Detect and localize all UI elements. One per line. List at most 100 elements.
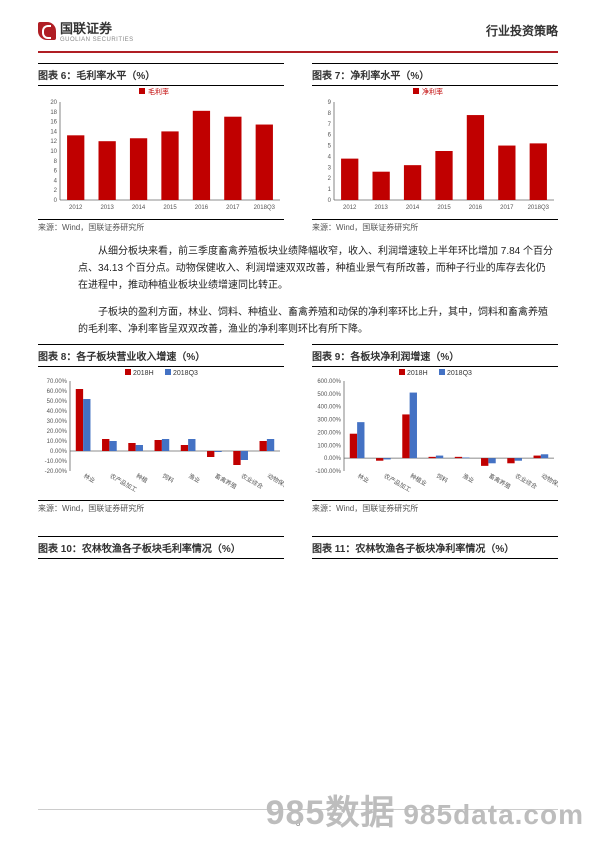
company-logo: 国联证券 GUOLIAN SECURITIES xyxy=(38,18,134,43)
svg-text:2013: 2013 xyxy=(374,205,388,211)
svg-text:500.00%: 500.00% xyxy=(317,392,341,398)
svg-text:20.00%: 20.00% xyxy=(47,429,68,435)
svg-text:1: 1 xyxy=(328,187,332,193)
company-name: 国联证券 xyxy=(60,18,134,37)
chart-7-title: 图表 7：净利率水平（%） xyxy=(312,63,558,86)
svg-text:20: 20 xyxy=(50,100,57,106)
watermark-text-2: 985data.com xyxy=(403,799,584,831)
svg-text:7: 7 xyxy=(328,122,332,128)
svg-text:2018Q3: 2018Q3 xyxy=(173,370,198,377)
svg-text:2018H: 2018H xyxy=(133,370,154,377)
watermark: 985数据 985data.com xyxy=(266,785,584,834)
svg-text:4: 4 xyxy=(328,154,332,160)
svg-text:2016: 2016 xyxy=(195,205,209,211)
svg-text:30.00%: 30.00% xyxy=(47,419,68,425)
svg-text:2013: 2013 xyxy=(100,205,114,211)
svg-text:动物保健: 动物保健 xyxy=(540,472,558,491)
svg-text:农产品加工: 农产品加工 xyxy=(108,472,138,494)
svg-text:10: 10 xyxy=(50,149,57,155)
svg-text:2014: 2014 xyxy=(406,205,420,211)
svg-text:0.00%: 0.00% xyxy=(324,456,342,462)
chart-10-panel: 图表 10：农林牧渔各子板块毛利率情况（%） xyxy=(38,536,284,559)
svg-text:饲料: 饲料 xyxy=(161,472,175,485)
svg-text:4: 4 xyxy=(54,178,58,184)
svg-text:12: 12 xyxy=(50,139,57,145)
svg-text:40.00%: 40.00% xyxy=(47,409,68,415)
svg-text:2014: 2014 xyxy=(132,205,146,211)
svg-text:16: 16 xyxy=(50,120,57,126)
chart-6-title: 图表 6：毛利率水平（%） xyxy=(38,63,284,86)
svg-text:9: 9 xyxy=(328,100,332,106)
svg-text:林业: 林业 xyxy=(82,472,96,485)
svg-text:0: 0 xyxy=(328,198,332,204)
svg-text:毛利率: 毛利率 xyxy=(148,87,169,96)
chart-9-panel: 图表 9：各板块净利润增速（%） 2018H2018Q3-100.00%0.00… xyxy=(312,344,558,514)
svg-text:200.00%: 200.00% xyxy=(317,430,341,436)
svg-text:农业综合: 农业综合 xyxy=(240,472,265,491)
svg-text:饲料: 饲料 xyxy=(435,472,449,485)
svg-text:2015: 2015 xyxy=(437,205,451,211)
svg-text:6: 6 xyxy=(54,169,58,175)
svg-text:2018Q3: 2018Q3 xyxy=(528,205,550,211)
svg-text:2017: 2017 xyxy=(500,205,514,211)
body-para-1: 从细分板块来看，前三季度畜禽养殖板块业绩降幅收窄，收入、利润增速较上半年环比增加… xyxy=(78,243,558,294)
svg-text:2017: 2017 xyxy=(226,205,240,211)
chart-7-source: 来源：Wind，国联证券研究所 xyxy=(312,219,558,233)
chart-6-panel: 图表 6：毛利率水平（%） 毛利率02468101214161820201220… xyxy=(38,63,284,233)
svg-text:100.00%: 100.00% xyxy=(317,443,341,449)
chart-11-panel: 图表 11：农林牧渔各子板块净利率情况（%） xyxy=(312,536,558,559)
svg-text:-100.00%: -100.00% xyxy=(315,469,341,475)
chart-8: 2018H 2018Q3 -20.00% -10.00% 0.00% 10.00% 20.0… xyxy=(38,367,284,497)
svg-text:3: 3 xyxy=(328,165,332,171)
svg-text:6: 6 xyxy=(328,133,332,139)
svg-text:2018Q3: 2018Q3 xyxy=(254,205,276,211)
chart-9-source: 来源：Wind，国联证券研究所 xyxy=(312,500,558,514)
page-header: 国联证券 GUOLIAN SECURITIES 行业投资策略 xyxy=(0,0,596,49)
svg-text:渔业: 渔业 xyxy=(461,472,475,485)
chart-6-source: 来源：Wind，国联证券研究所 xyxy=(38,219,284,233)
svg-text:70.00%: 70.00% xyxy=(47,379,68,385)
svg-text:18: 18 xyxy=(50,110,57,116)
chart-8-source: 来源：Wind，国联证券研究所 xyxy=(38,500,284,514)
chart-8-title: 图表 8：各子板块营业收入增速（%） xyxy=(38,344,284,367)
svg-text:300.00%: 300.00% xyxy=(317,418,341,424)
svg-text:种植业: 种植业 xyxy=(409,472,429,488)
doc-title: 行业投资策略 xyxy=(486,22,558,39)
svg-text:2018H: 2018H xyxy=(407,370,428,377)
svg-text:农业综合: 农业综合 xyxy=(514,472,539,491)
svg-text:2: 2 xyxy=(54,188,58,194)
svg-text:8: 8 xyxy=(328,111,332,117)
chart-9: 2018H 2018Q3 -100.00% 0.00% 100.00% 200.00% 30… xyxy=(312,367,558,497)
svg-text:60.00%: 60.00% xyxy=(47,389,68,395)
svg-text:种植: 种植 xyxy=(135,472,149,485)
watermark-text-1: 985数据 xyxy=(266,785,396,834)
body-para-2: 子板块的盈利方面，林业、饲料、种植业、畜禽养殖和动保的净利率环比上升，其中，饲料… xyxy=(78,304,558,338)
svg-text:2018Q3: 2018Q3 xyxy=(447,370,472,377)
svg-text:畜禽养殖: 畜禽养殖 xyxy=(213,472,238,491)
svg-text:净利率: 净利率 xyxy=(422,87,443,96)
svg-text:-10.00%: -10.00% xyxy=(45,459,68,465)
logo-icon xyxy=(38,22,56,40)
svg-text:600.00%: 600.00% xyxy=(317,379,341,385)
svg-text:400.00%: 400.00% xyxy=(317,405,341,411)
svg-text:2012: 2012 xyxy=(343,205,357,211)
svg-text:农产品加工: 农产品加工 xyxy=(382,472,412,494)
svg-text:畜禽养殖: 畜禽养殖 xyxy=(487,472,512,491)
company-name-en: GUOLIAN SECURITIES xyxy=(60,37,134,43)
svg-text:10.00%: 10.00% xyxy=(47,439,68,445)
chart-7: 净利率0123456789201220132014201520162017201… xyxy=(312,86,558,216)
svg-text:8: 8 xyxy=(54,159,58,165)
svg-text:50.00%: 50.00% xyxy=(47,399,68,405)
svg-text:14: 14 xyxy=(50,129,57,135)
chart-10-title: 图表 10：农林牧渔各子板块毛利率情况（%） xyxy=(38,536,284,559)
svg-text:0.00%: 0.00% xyxy=(50,449,68,455)
svg-text:林业: 林业 xyxy=(356,472,370,485)
svg-text:0: 0 xyxy=(54,198,58,204)
chart-7-panel: 图表 7：净利率水平（%） 净利率 0 1 2 3 4 5 6 7 8 9 2012 2013 2014 2… xyxy=(312,63,558,233)
chart-11-title: 图表 11：农林牧渔各子板块净利率情况（%） xyxy=(312,536,558,559)
svg-text:2: 2 xyxy=(328,176,332,182)
svg-text:2015: 2015 xyxy=(163,205,177,211)
chart-8-panel: 图表 8：各子板块营业收入增速（%） 2018H 2018Q3 -20.00% -10… xyxy=(38,344,284,514)
svg-text:-20.00%: -20.00% xyxy=(45,469,68,475)
svg-text:5: 5 xyxy=(328,144,332,150)
